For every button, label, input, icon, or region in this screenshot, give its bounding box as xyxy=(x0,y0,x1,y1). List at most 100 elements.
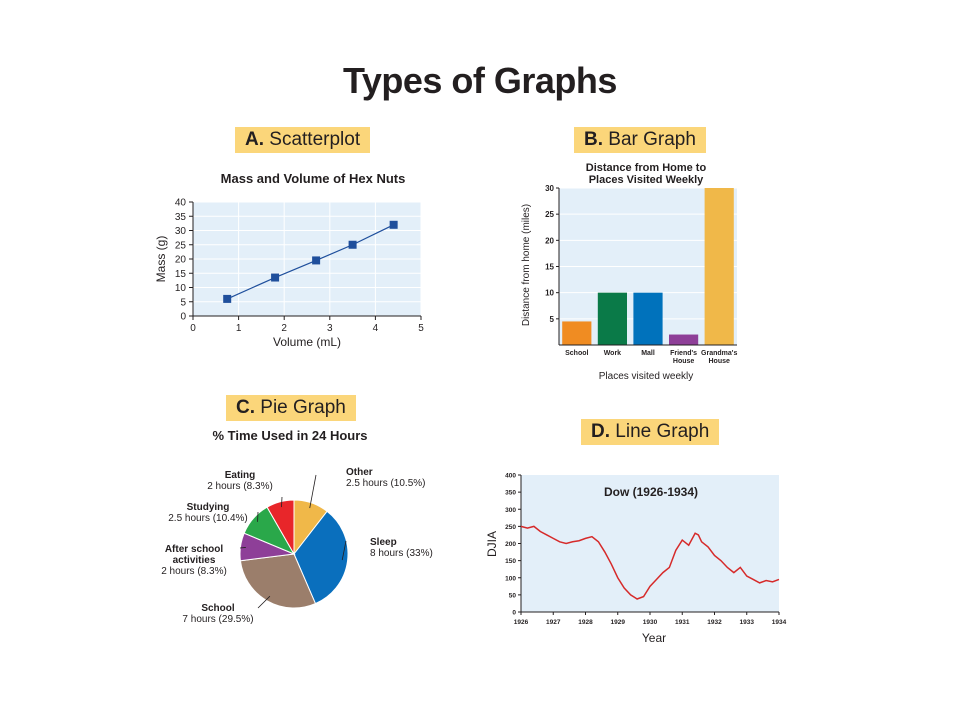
line-y-tick-label: 100 xyxy=(505,575,516,582)
line-x-tick-label: 1929 xyxy=(611,619,626,626)
bar xyxy=(597,292,627,345)
scatter-y-tick-label: 25 xyxy=(175,240,187,251)
page-title: Types of Graphs xyxy=(343,60,617,101)
section-letter: D. xyxy=(591,421,610,442)
scatter-x-tick-label: 4 xyxy=(373,323,379,334)
pie-slice xyxy=(239,553,317,609)
bar xyxy=(704,188,734,345)
scatter-x-tick-label: 2 xyxy=(281,323,287,334)
pie-leader-line xyxy=(281,496,283,508)
pie-slice-label: Eating xyxy=(225,470,256,481)
bar-category-label: Grandma's xyxy=(701,350,737,357)
scatter-point xyxy=(312,256,321,265)
scatter-x-tick-label: 3 xyxy=(327,323,333,334)
bar-y-tick-label: 10 xyxy=(545,289,554,298)
section-title: Scatterplot xyxy=(269,129,361,150)
scatter-x-tick-label: 1 xyxy=(236,323,242,334)
pie-slice-detail: 2 hours (8.3%) xyxy=(207,481,273,492)
bar-y-tick-label: 30 xyxy=(545,184,554,193)
bar-category-label: Mall xyxy=(641,350,655,357)
bar-category-label: House xyxy=(673,358,695,365)
scatter-point xyxy=(389,220,398,229)
line-x-tick-label: 1933 xyxy=(740,619,755,626)
pie-slice-label: activities xyxy=(173,555,216,566)
bar-y-tick-label: 20 xyxy=(545,236,554,245)
line-x-axis-label: Year xyxy=(642,631,666,645)
pie-slice-detail: 2.5 hours (10.5%) xyxy=(346,478,426,489)
section-title: Bar Graph xyxy=(608,129,696,150)
section-title: Pie Graph xyxy=(260,397,346,418)
scatter-x-axis-label: Volume (mL) xyxy=(273,335,341,349)
bar-y-tick-label: 25 xyxy=(545,210,554,219)
pie-title: % Time Used in 24 Hours xyxy=(212,428,367,443)
line-y-tick-label: 200 xyxy=(505,541,516,548)
pie-slice xyxy=(293,510,349,605)
line-title: Dow (1926-1934) xyxy=(604,485,698,499)
scatter-y-tick-label: 20 xyxy=(175,255,187,266)
line-y-tick-label: 0 xyxy=(512,610,516,617)
pie-slice-detail: 7 hours (29.5%) xyxy=(182,614,253,625)
pie-slice-label: After school xyxy=(165,544,224,555)
scatter-point xyxy=(223,294,232,303)
section-title: Line Graph xyxy=(615,421,710,442)
pie-leader-line xyxy=(341,540,347,561)
pie-slice-label: Studying xyxy=(187,502,230,513)
line-x-tick-label: 1926 xyxy=(514,619,529,626)
pie-slice xyxy=(266,499,295,556)
line-series xyxy=(520,525,780,600)
scatter-title: Mass and Volume of Hex Nuts xyxy=(221,171,406,186)
pie-slice-detail: 2 hours (8.3%) xyxy=(161,566,227,577)
bar-y-tick-label: 15 xyxy=(545,263,554,272)
bar-category-label: Friend's xyxy=(670,350,697,357)
scatter-y-tick-label: 40 xyxy=(175,198,187,209)
line-y-tick-label: 250 xyxy=(505,524,516,531)
bar xyxy=(562,321,592,345)
line-y-tick-label: 50 xyxy=(509,592,517,599)
scatter-y-tick-label: 15 xyxy=(175,269,187,280)
pie-slice-detail: 8 hours (33%) xyxy=(370,548,433,559)
scatter-x-tick-label: 0 xyxy=(190,323,196,334)
line-y-tick-label: 150 xyxy=(505,558,516,565)
section-letter: B. xyxy=(584,129,603,150)
scatter-y-tick-label: 0 xyxy=(180,312,186,323)
section-letter: A. xyxy=(245,129,264,150)
line-x-tick-label: 1928 xyxy=(578,619,593,626)
bar xyxy=(669,334,699,345)
bar-y-axis-label: Distance from home (miles) xyxy=(521,204,532,326)
scatter-y-tick-label: 5 xyxy=(180,297,186,308)
pie-leader-line xyxy=(309,474,317,509)
bar-title: Distance from Home to xyxy=(586,162,707,174)
line-y-tick-label: 300 xyxy=(505,507,516,514)
section-label-scatterplot: A. Scatterplot xyxy=(235,127,371,153)
bar-x-axis-label: Places visited weekly xyxy=(599,371,693,382)
line-y-axis-label: DJIA xyxy=(485,531,499,557)
scatter-x-tick-label: 5 xyxy=(418,323,424,334)
bar-title: Places Visited Weekly xyxy=(589,174,704,186)
pie-leader-line xyxy=(257,595,271,609)
section-label-bar-graph: B. Bar Graph xyxy=(574,127,706,153)
scatter-y-tick-label: 10 xyxy=(175,283,187,294)
bar-category-label: School xyxy=(565,350,588,357)
scatter-point xyxy=(348,240,357,249)
pie-slice-label: Sleep xyxy=(370,537,397,548)
section-label-pie-graph: C. Pie Graph xyxy=(226,395,356,421)
bar-category-label: Work xyxy=(604,350,621,357)
section-label-line-graph: D. Line Graph xyxy=(581,419,720,445)
line-y-tick-label: 400 xyxy=(505,473,516,480)
section-letter: C. xyxy=(236,397,255,418)
line-x-tick-label: 1932 xyxy=(707,619,722,626)
scatter-y-tick-label: 30 xyxy=(175,226,187,237)
line-x-tick-label: 1927 xyxy=(546,619,561,626)
line-x-tick-label: 1934 xyxy=(772,619,787,626)
pie-slice-label: Other xyxy=(346,467,373,478)
bar xyxy=(633,292,663,345)
bar-y-tick-label: 5 xyxy=(550,315,555,324)
bar-category-label: House xyxy=(708,358,730,365)
line-x-tick-label: 1931 xyxy=(675,619,690,626)
pie-slice-label: School xyxy=(201,603,235,614)
scatter-point xyxy=(271,273,280,282)
line-x-tick-label: 1930 xyxy=(643,619,658,626)
pie-leader-line xyxy=(239,547,246,549)
pie-slice-detail: 2.5 hours (10.4%) xyxy=(168,513,248,524)
